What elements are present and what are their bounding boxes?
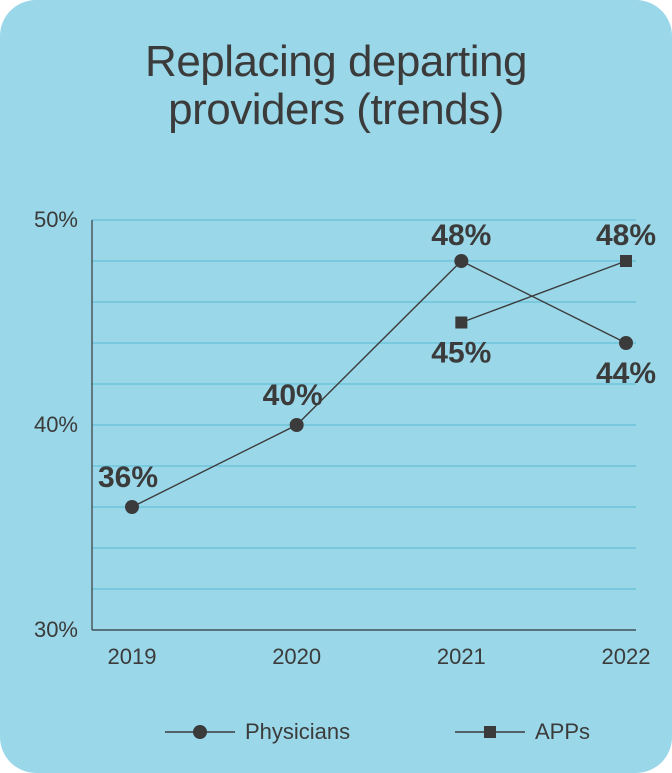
y-tick-label: 40% bbox=[34, 412, 78, 437]
marker-circle bbox=[290, 418, 304, 432]
data-label: 40% bbox=[263, 379, 323, 412]
chart-svg: 30% 40% 50% 2019 2020 2021 2022 36% 40% 48% 44% 45%… bbox=[0, 0, 672, 773]
y-tick-label: 50% bbox=[34, 207, 78, 232]
data-label: 48% bbox=[431, 219, 491, 252]
marker-circle bbox=[125, 500, 139, 514]
x-tick-label: 2022 bbox=[602, 644, 651, 669]
legend-label: Physicians bbox=[245, 719, 350, 744]
data-label: 45% bbox=[431, 337, 491, 370]
chart-card: Replacing departing providers (trends) 3… bbox=[0, 0, 672, 773]
data-label: 44% bbox=[596, 357, 656, 390]
data-label: 48% bbox=[596, 219, 656, 252]
legend-marker-circle bbox=[193, 725, 207, 739]
x-tick-label: 2021 bbox=[437, 644, 486, 669]
marker-circle bbox=[619, 336, 633, 350]
marker-square bbox=[455, 317, 467, 329]
legend-marker-square bbox=[484, 726, 496, 738]
y-tick-label: 30% bbox=[34, 617, 78, 642]
marker-square bbox=[620, 255, 632, 267]
marker-circle bbox=[454, 254, 468, 268]
series-line bbox=[461, 261, 626, 323]
x-tick-label: 2020 bbox=[272, 644, 321, 669]
data-label: 36% bbox=[98, 461, 158, 494]
x-tick-label: 2019 bbox=[108, 644, 157, 669]
legend-label: APPs bbox=[535, 719, 590, 744]
